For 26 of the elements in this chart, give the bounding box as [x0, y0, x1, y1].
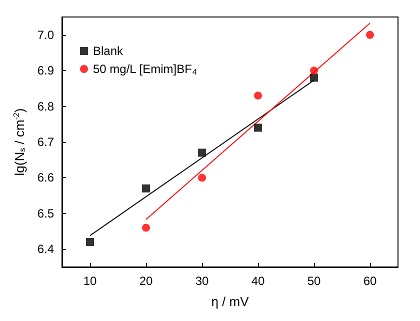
point	[86, 238, 94, 246]
y-tick-label: 6.4	[37, 242, 54, 256]
x-tick-label: 20	[139, 274, 153, 288]
x-tick-label: 40	[251, 274, 265, 288]
y-axis-title: lg(Ns / cm-2)	[12, 108, 27, 176]
point	[254, 124, 262, 132]
y-tick-label: 7.0	[37, 28, 54, 42]
y-tick-label: 6.9	[37, 64, 54, 78]
point	[254, 92, 262, 100]
point	[310, 66, 318, 75]
y-tick-label: 6.5	[37, 206, 54, 220]
x-tick-label: 60	[363, 274, 377, 288]
x-tick-label: 50	[307, 274, 321, 288]
point	[142, 184, 150, 192]
y-tick-label: 6.8	[37, 99, 54, 114]
point	[310, 74, 318, 82]
x-tick-label: 10	[83, 274, 97, 288]
point	[198, 174, 206, 182]
legend-label: Blank	[93, 44, 124, 58]
point	[142, 224, 150, 232]
x-axis-title: η / mV	[211, 294, 250, 309]
point	[366, 30, 374, 39]
y-tick-label: 6.6	[37, 170, 54, 185]
x-tick-label: 30	[195, 274, 209, 288]
point	[198, 148, 206, 157]
y-tick-label: 6.7	[37, 135, 54, 149]
